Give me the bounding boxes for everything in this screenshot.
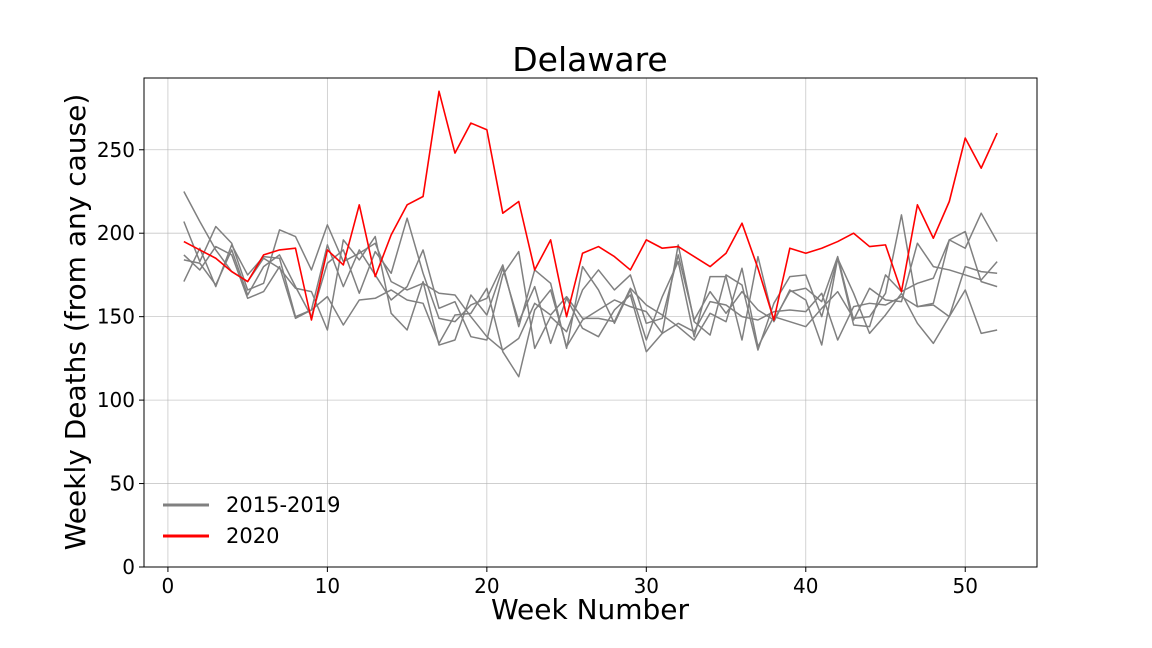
series-line-2015-2019-1 (183, 217, 998, 350)
legend-label-2020: 2020 (226, 524, 279, 548)
x-tick-label: 40 (793, 574, 818, 598)
y-tick-label: 100 (97, 388, 135, 412)
series-line-2015-2019-0 (183, 191, 998, 353)
y-tick-label: 250 (97, 138, 135, 162)
legend: 2015-2019 2020 (163, 493, 340, 548)
axis-ticks: 0 10 20 30 40 50 0 50 100 150 200 250 (97, 138, 978, 598)
x-tick-label: 20 (474, 574, 499, 598)
plot-frame (143, 77, 1038, 568)
series-line-2020-5 (183, 90, 998, 321)
series-line-2015-2019-3 (183, 245, 998, 378)
y-axis-label: Weekly Deaths (from any cause) (59, 94, 92, 551)
x-axis-label: Week Number (491, 593, 690, 626)
data-series (183, 90, 998, 378)
y-tick-label: 150 (97, 305, 135, 329)
y-tick-label: 200 (97, 221, 135, 245)
x-tick-label: 50 (953, 574, 978, 598)
series-line-2015-2019-2 (183, 242, 998, 350)
chart-title: Delaware (512, 40, 667, 79)
x-tick-label: 10 (315, 574, 340, 598)
x-tick-label: 30 (634, 574, 659, 598)
series-line-2015-2019-4 (183, 212, 998, 351)
x-tick-label: 0 (162, 574, 175, 598)
y-tick-label: 0 (122, 555, 135, 579)
legend-label-2015-2019: 2015-2019 (226, 493, 340, 517)
y-tick-label: 50 (110, 472, 135, 496)
